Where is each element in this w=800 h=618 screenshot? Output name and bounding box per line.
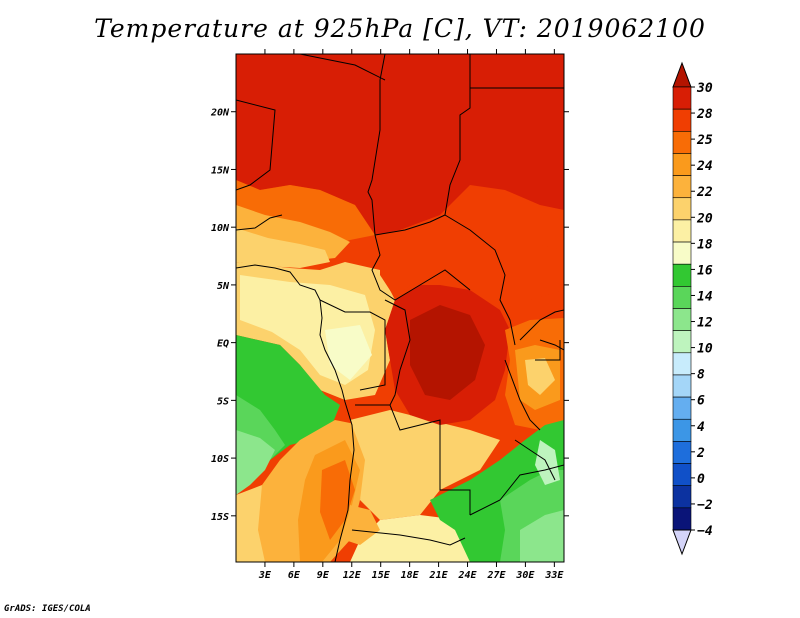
colorbar-segment xyxy=(672,308,692,331)
lon-tick-label: 21E xyxy=(429,570,449,581)
colorbar-label: 8 xyxy=(697,368,705,383)
lat-tick-label: 15S xyxy=(211,512,229,523)
lon-tick-label: 15E xyxy=(372,570,391,581)
colorbar-segment xyxy=(672,263,692,287)
colorbar-segment xyxy=(672,108,692,132)
colorbar-segment xyxy=(672,197,692,221)
map-title: Temperature at 925hPa [C], VT: 201906210… xyxy=(94,14,706,43)
colorbar-segment xyxy=(672,396,692,420)
colorbar-segment xyxy=(672,153,692,176)
colorbar-segment xyxy=(672,507,692,531)
colorbar-segment xyxy=(672,441,692,464)
lat-tick-label: 5N xyxy=(217,281,230,292)
colorbar-segment xyxy=(672,219,692,243)
lat-tick-label: EQ xyxy=(217,339,229,350)
lon-tick-label: 27E xyxy=(486,570,506,581)
colorbar-label: 28 xyxy=(696,107,713,122)
colorbar-label: 24 xyxy=(696,159,713,174)
colorbar-over-triangle xyxy=(672,61,692,88)
colorbar-segment xyxy=(672,418,692,442)
colorbar-segment xyxy=(672,463,692,486)
lat-tick-label: 20N xyxy=(210,108,230,119)
colorbar-label: 4 xyxy=(697,420,705,435)
colorbar-segment xyxy=(672,241,692,265)
colorbar-segment xyxy=(672,330,692,354)
colorbar-segment xyxy=(672,86,692,110)
lon-tick-label: 12E xyxy=(343,570,362,581)
lon-tick-label: 18E xyxy=(401,570,420,581)
colorbar-segment xyxy=(672,175,692,199)
colorbar-label: 25 xyxy=(696,133,713,148)
colorbar-label: 14 xyxy=(697,289,713,304)
lat-tick-label: 5S xyxy=(217,396,229,407)
longitude-axis: 3E 6E 9E 12E 15E 18E 21E 24E 27E 30E 33E xyxy=(258,49,564,581)
colorbar-label: −2 xyxy=(697,498,713,513)
lat-tick-label: 15N xyxy=(211,165,230,176)
lat-tick-label: 10N xyxy=(211,223,230,234)
colorbar-segment xyxy=(672,131,692,154)
latitude-axis: 20N 15N 10N 5N EQ 5S 10S 15S xyxy=(210,108,569,523)
colorbar-label: −4 xyxy=(697,524,713,539)
country-borders xyxy=(236,54,564,562)
grads-credit: GrADS: IGES/COLA xyxy=(4,604,91,614)
colorbar-label: 2 xyxy=(696,446,705,461)
colorbar-segment xyxy=(672,374,692,398)
lon-tick-label: 30E xyxy=(515,570,535,581)
colorbar-label: 20 xyxy=(696,211,713,226)
colorbar-segment xyxy=(672,352,692,376)
colorbar-label: 6 xyxy=(697,394,705,409)
lon-tick-label: 6E xyxy=(288,570,301,581)
lon-tick-label: 33E xyxy=(544,570,564,581)
colorbar-label: 22 xyxy=(696,185,713,200)
lat-tick-label: 10S xyxy=(211,454,229,465)
lon-tick-label: 3E xyxy=(258,570,272,581)
colorbar-segment xyxy=(672,286,692,309)
colorbar-under-triangle xyxy=(672,529,692,556)
colorbar-segment xyxy=(672,485,692,509)
colorbar-label: 0 xyxy=(697,472,705,487)
map-frame xyxy=(235,53,565,563)
colorbar-label: 30 xyxy=(696,81,713,96)
lon-tick-label: 9E xyxy=(317,570,330,581)
colorbar-label: 12 xyxy=(697,316,713,331)
colorbar-label: 18 xyxy=(697,237,713,252)
lon-tick-label: 24E xyxy=(457,570,477,581)
colorbar-label: 10 xyxy=(697,342,713,357)
colorbar-label: 16 xyxy=(697,263,713,278)
